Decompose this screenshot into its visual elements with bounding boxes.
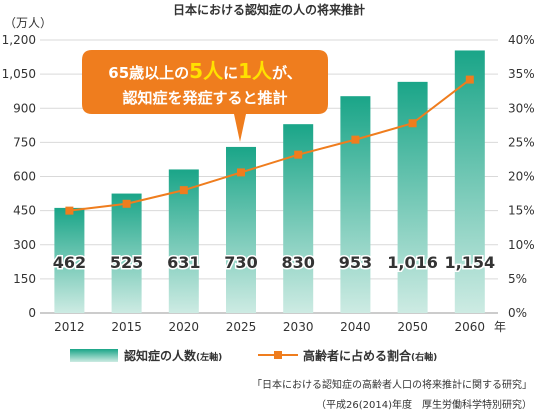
legend-bar-name: 認知症の人数 (124, 348, 197, 363)
bar-value-label: 631 (167, 253, 200, 272)
line-point (294, 150, 303, 159)
callout-line-1: 65歳以上の5人に1人が、 (108, 59, 301, 83)
legend-line-label: 高齢者に占める割合(右軸) (303, 348, 437, 363)
x-tick-label: 2025 (226, 320, 257, 334)
legend-bar-swatch (70, 349, 118, 362)
line-point (179, 186, 188, 195)
left-tick-label: 150 (13, 272, 36, 286)
line-point (465, 75, 474, 84)
callout: 65歳以上の5人に1人が、 認知症を発症すると推計 (82, 50, 328, 142)
bar (397, 81, 428, 313)
ratio-line (69, 78, 471, 212)
x-tick-label: 2015 (111, 320, 142, 334)
bar-value-labels: 462 525 631 730 830 953 1,016 1,154 (51, 252, 496, 274)
x-axis-unit: 年 (494, 320, 506, 334)
legend-line-marker (274, 351, 282, 359)
callout-box (82, 50, 328, 142)
bar (340, 96, 371, 313)
bar-value-label: 525 (110, 253, 143, 272)
x-tick-label: 2050 (397, 320, 428, 334)
line-point (65, 206, 74, 215)
right-tick-label: 0% (508, 306, 527, 320)
left-axis: 0 150 300 450 600 750 900 1,050 1,200 (2, 33, 36, 320)
x-tick-label: 2020 (169, 320, 200, 334)
callout-text-mid: に (223, 64, 238, 82)
left-axis-unit: （万人） (4, 16, 52, 30)
line-series (65, 75, 474, 215)
bar (111, 193, 142, 313)
legend: 認知症の人数(左軸) 高齢者に占める割合(右軸) (70, 348, 437, 363)
legend-bar-suffix: (左軸) (196, 351, 222, 363)
callout-highlight-2: 1人 (238, 59, 273, 83)
bar-value-label: 1,154 (444, 253, 495, 272)
left-tick-label: 1,050 (2, 67, 36, 81)
bar-value-label: 730 (224, 253, 257, 272)
bar-series (54, 50, 485, 314)
left-tick-label: 1,200 (2, 33, 36, 47)
right-tick-label: 30% (508, 101, 535, 115)
left-tick-label: 750 (13, 135, 36, 149)
source-title: 「日本における認知症の高齢者人口の将来推計に関する研究」 (252, 378, 532, 391)
right-tick-label: 35% (508, 67, 535, 81)
bar (54, 207, 85, 313)
bar-value-label: 1,016 (387, 253, 438, 272)
line-point (122, 199, 131, 208)
legend-bar-label: 認知症の人数(左軸) (124, 348, 222, 363)
right-tick-label: 25% (508, 135, 535, 149)
callout-line-2: 認知症を発症すると推計 (122, 89, 287, 107)
x-axis: 2012 2015 2020 2025 2030 2040 2050 2060 (54, 320, 485, 334)
bar-value-label: 462 (53, 253, 86, 272)
bar (454, 50, 485, 314)
legend-line-name: 高齢者に占める割合 (303, 348, 412, 363)
callout-text-pre: 65歳以上の (108, 64, 189, 82)
left-tick-label: 300 (13, 238, 36, 252)
line-point (351, 135, 360, 144)
right-tick-label: 20% (508, 170, 535, 184)
callout-highlight-1: 5人 (189, 59, 224, 83)
x-tick-label: 2030 (283, 320, 314, 334)
x-tick-label: 2060 (455, 320, 486, 334)
x-tick-label: 2012 (54, 320, 85, 334)
left-tick-label: 600 (13, 170, 36, 184)
legend-line-suffix: (右軸) (411, 351, 437, 363)
bar-value-label: 830 (281, 253, 314, 272)
right-tick-label: 5% (508, 272, 527, 286)
left-tick-label: 0 (28, 306, 36, 320)
right-tick-label: 15% (508, 204, 535, 218)
line-point (408, 119, 417, 128)
left-tick-label: 450 (13, 204, 36, 218)
line-point (237, 168, 245, 177)
x-tick-label: 2040 (340, 320, 371, 334)
right-tick-label: 40% (508, 33, 535, 47)
right-axis: 0% 5% 10% 15% 20% 25% 30% 35% 40% (508, 33, 535, 320)
callout-text-post: が、 (272, 64, 302, 82)
source-detail: （平成26(2014)年度 厚生労働科学特別研究） (316, 398, 532, 411)
chart-title: 日本における認知症の人の将来推計 (173, 2, 365, 17)
bar-value-label: 953 (339, 253, 372, 272)
right-tick-label: 10% (508, 238, 535, 252)
left-tick-label: 900 (13, 101, 36, 115)
